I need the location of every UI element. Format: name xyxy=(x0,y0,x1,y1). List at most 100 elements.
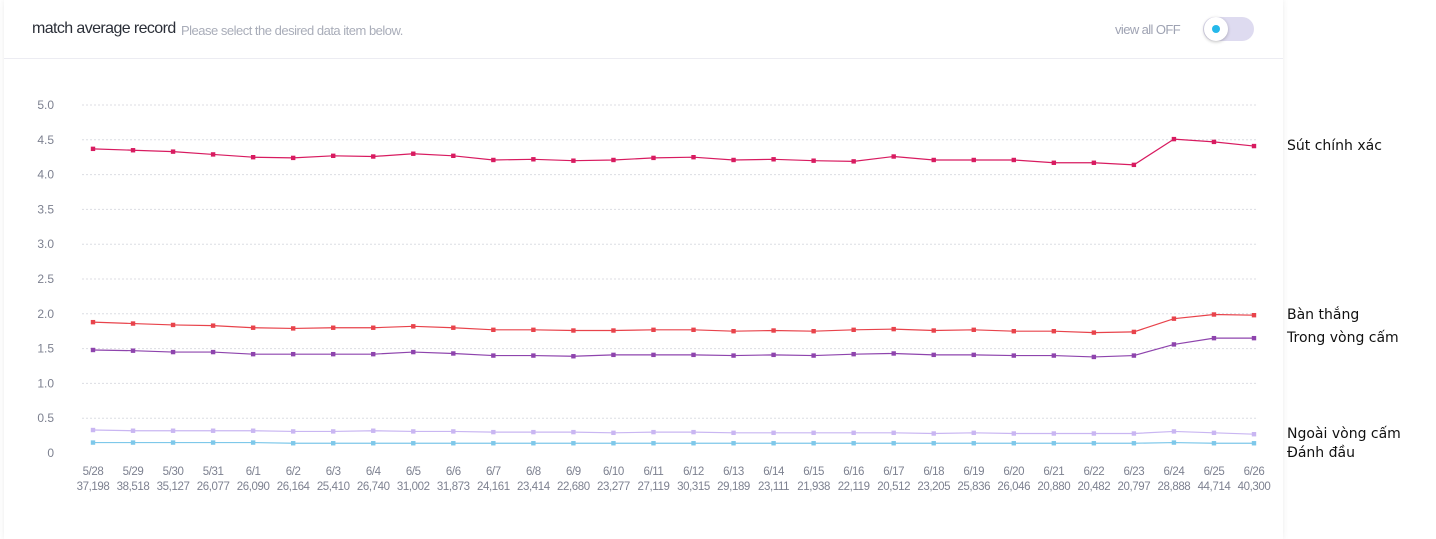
data-point[interactable] xyxy=(891,154,896,159)
data-point[interactable] xyxy=(250,325,256,330)
data-point[interactable] xyxy=(1211,441,1217,446)
data-point[interactable] xyxy=(451,325,456,330)
data-point[interactable] xyxy=(851,159,856,164)
data-point[interactable] xyxy=(130,428,136,433)
data-point[interactable] xyxy=(931,352,936,358)
data-point[interactable] xyxy=(331,153,336,159)
data-point[interactable] xyxy=(250,440,256,445)
data-point[interactable] xyxy=(771,328,776,333)
data-point[interactable] xyxy=(531,353,536,358)
data-point[interactable] xyxy=(891,441,896,446)
data-point[interactable] xyxy=(691,327,696,333)
data-point[interactable] xyxy=(210,152,216,157)
data-point[interactable] xyxy=(90,146,96,152)
data-point[interactable] xyxy=(1131,162,1137,168)
data-point[interactable] xyxy=(290,441,296,446)
data-point[interactable] xyxy=(411,151,416,156)
data-point[interactable] xyxy=(731,157,736,163)
data-point[interactable] xyxy=(170,440,176,445)
data-point[interactable] xyxy=(1251,312,1257,318)
data-point[interactable] xyxy=(371,351,376,357)
data-point[interactable] xyxy=(691,429,696,435)
data-point[interactable] xyxy=(611,441,616,446)
data-point[interactable] xyxy=(1011,431,1016,436)
data-point[interactable] xyxy=(771,157,776,162)
data-point[interactable] xyxy=(290,351,296,357)
data-point[interactable] xyxy=(931,157,936,163)
data-point[interactable] xyxy=(1051,160,1057,165)
data-point[interactable] xyxy=(1211,139,1217,145)
data-point[interactable] xyxy=(811,430,816,436)
data-point[interactable] xyxy=(170,349,176,355)
data-point[interactable] xyxy=(971,327,976,333)
data-point[interactable] xyxy=(611,430,616,436)
data-point[interactable] xyxy=(1171,316,1177,321)
data-point[interactable] xyxy=(571,441,576,446)
data-point[interactable] xyxy=(411,349,416,355)
data-point[interactable] xyxy=(130,148,136,153)
data-point[interactable] xyxy=(571,158,576,163)
data-point[interactable] xyxy=(250,351,256,357)
data-point[interactable] xyxy=(331,441,336,446)
data-point[interactable] xyxy=(250,428,256,433)
data-point[interactable] xyxy=(1091,441,1097,446)
data-point[interactable] xyxy=(491,441,496,446)
data-point[interactable] xyxy=(411,441,416,446)
data-point[interactable] xyxy=(1171,136,1177,142)
data-point[interactable] xyxy=(531,441,536,446)
data-point[interactable] xyxy=(491,353,496,358)
data-point[interactable] xyxy=(771,352,776,358)
data-point[interactable] xyxy=(1251,335,1257,341)
data-point[interactable] xyxy=(1131,329,1137,335)
data-point[interactable] xyxy=(491,157,496,163)
data-point[interactable] xyxy=(651,429,656,435)
data-point[interactable] xyxy=(971,441,976,446)
data-point[interactable] xyxy=(931,441,936,446)
data-point[interactable] xyxy=(491,429,496,435)
data-point[interactable] xyxy=(1171,342,1177,347)
data-point[interactable] xyxy=(891,430,896,436)
data-point[interactable] xyxy=(1091,354,1097,360)
data-point[interactable] xyxy=(371,441,376,446)
data-point[interactable] xyxy=(1091,330,1097,335)
data-point[interactable] xyxy=(1251,432,1257,437)
data-point[interactable] xyxy=(1051,431,1057,436)
data-point[interactable] xyxy=(1011,353,1016,358)
data-point[interactable] xyxy=(851,351,856,357)
data-point[interactable] xyxy=(210,323,216,328)
data-point[interactable] xyxy=(611,352,616,358)
data-point[interactable] xyxy=(331,351,336,357)
data-point[interactable] xyxy=(1091,431,1097,436)
data-point[interactable] xyxy=(611,157,616,163)
data-point[interactable] xyxy=(130,348,136,353)
data-point[interactable] xyxy=(371,428,376,433)
data-point[interactable] xyxy=(1131,431,1137,436)
data-point[interactable] xyxy=(90,319,96,325)
data-point[interactable] xyxy=(571,328,576,333)
data-point[interactable] xyxy=(90,440,96,445)
data-point[interactable] xyxy=(611,328,616,333)
data-point[interactable] xyxy=(731,441,736,446)
data-point[interactable] xyxy=(1171,440,1177,445)
data-point[interactable] xyxy=(170,428,176,433)
toggle-knob[interactable] xyxy=(1204,17,1228,41)
data-point[interactable] xyxy=(771,441,776,446)
data-point[interactable] xyxy=(771,430,776,436)
data-point[interactable] xyxy=(210,440,216,445)
data-point[interactable] xyxy=(651,327,656,333)
data-point[interactable] xyxy=(691,155,696,160)
data-point[interactable] xyxy=(1011,157,1016,163)
data-point[interactable] xyxy=(451,153,456,159)
data-point[interactable] xyxy=(651,441,656,446)
data-point[interactable] xyxy=(1051,353,1057,358)
data-point[interactable] xyxy=(451,441,456,446)
data-point[interactable] xyxy=(1091,160,1097,165)
data-point[interactable] xyxy=(411,429,416,434)
data-point[interactable] xyxy=(451,351,456,356)
data-point[interactable] xyxy=(851,327,856,333)
data-point[interactable] xyxy=(130,440,136,445)
data-point[interactable] xyxy=(971,430,976,436)
data-point[interactable] xyxy=(891,326,896,332)
data-point[interactable] xyxy=(571,429,576,435)
data-point[interactable] xyxy=(851,430,856,436)
